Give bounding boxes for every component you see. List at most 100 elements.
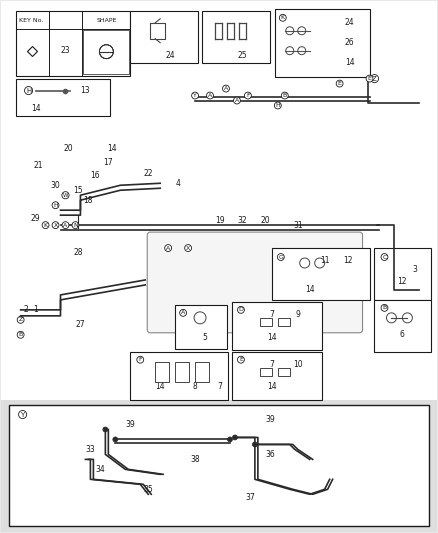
Text: 14: 14	[155, 382, 165, 391]
Text: H: H	[53, 203, 58, 208]
Text: 19: 19	[215, 216, 225, 224]
Bar	[278, 318, 290, 326]
Bar	[374, 300, 431, 352]
Circle shape	[252, 442, 258, 447]
Bar	[195, 362, 209, 382]
Text: 39: 39	[125, 420, 135, 429]
Text: C: C	[382, 255, 387, 260]
Text: 14: 14	[31, 104, 40, 113]
Text: KEY No.: KEY No.	[19, 18, 44, 23]
Text: Z: Z	[372, 76, 377, 82]
Text: 7: 7	[269, 360, 274, 369]
Bar	[374, 248, 431, 300]
Circle shape	[103, 427, 108, 432]
Text: 7: 7	[218, 382, 223, 391]
Text: 3: 3	[412, 265, 417, 274]
Text: 36: 36	[265, 450, 275, 459]
Text: X: X	[53, 223, 58, 228]
Bar	[175, 362, 189, 382]
Text: 16: 16	[91, 171, 100, 180]
Bar	[232, 352, 321, 400]
Text: 24: 24	[345, 18, 354, 27]
Text: K: K	[281, 15, 285, 20]
Text: B: B	[18, 332, 23, 337]
Circle shape	[233, 435, 237, 440]
Bar	[16, 11, 130, 76]
Bar	[260, 318, 272, 326]
Text: D: D	[239, 308, 244, 312]
Text: 22: 22	[144, 169, 153, 178]
Text: B: B	[283, 93, 287, 98]
Text: 37: 37	[245, 493, 255, 502]
Text: 2: 2	[23, 305, 28, 314]
Text: 34: 34	[95, 465, 105, 474]
Bar	[130, 11, 198, 63]
Text: B: B	[382, 305, 387, 310]
Text: A: A	[235, 98, 239, 103]
Text: 28: 28	[74, 247, 83, 256]
Bar	[130, 352, 228, 400]
Text: H: H	[276, 103, 280, 108]
Text: E: E	[338, 81, 342, 86]
Bar	[155, 362, 169, 382]
Text: A: A	[208, 93, 212, 98]
Text: 14: 14	[107, 144, 117, 153]
Bar	[278, 368, 290, 376]
Text: K: K	[43, 223, 48, 228]
Text: 32: 32	[237, 216, 247, 224]
Text: 12: 12	[343, 255, 352, 264]
Text: 25: 25	[237, 51, 247, 60]
Text: A: A	[64, 223, 67, 228]
Text: N: N	[73, 223, 78, 228]
Text: E: E	[239, 357, 243, 362]
Text: Y: Y	[21, 411, 25, 417]
Text: 14: 14	[345, 58, 354, 67]
Text: F: F	[246, 93, 250, 98]
Text: 24: 24	[165, 51, 175, 60]
Text: 21: 21	[34, 161, 43, 170]
Text: 11: 11	[320, 255, 329, 264]
Text: 30: 30	[51, 181, 60, 190]
Text: F: F	[138, 357, 142, 362]
Text: 38: 38	[190, 455, 200, 464]
Text: 35: 35	[143, 485, 153, 494]
Text: A: A	[181, 310, 185, 316]
Text: 5: 5	[203, 333, 208, 342]
Text: 12: 12	[398, 278, 407, 286]
Text: 6: 6	[400, 330, 405, 340]
Text: 4: 4	[176, 179, 180, 188]
Text: 8: 8	[193, 382, 198, 391]
Text: Y: Y	[193, 93, 197, 98]
Text: 13: 13	[81, 86, 90, 95]
Text: 14: 14	[267, 333, 277, 342]
Text: 20: 20	[64, 144, 73, 153]
Text: A: A	[166, 246, 170, 251]
Text: 27: 27	[76, 320, 85, 329]
Text: Z: Z	[18, 317, 23, 322]
Text: W: W	[63, 193, 68, 198]
Bar	[232, 302, 321, 350]
Text: 7: 7	[269, 310, 274, 319]
Text: 15: 15	[74, 185, 83, 195]
Bar	[9, 405, 429, 526]
Bar	[275, 9, 370, 77]
FancyBboxPatch shape	[147, 232, 363, 333]
Text: 20: 20	[260, 216, 270, 224]
Text: 33: 33	[85, 445, 95, 454]
Text: H: H	[26, 87, 31, 94]
Text: 1: 1	[33, 305, 38, 314]
Text: 26: 26	[345, 38, 354, 47]
Text: E: E	[367, 76, 371, 81]
Text: 18: 18	[84, 196, 93, 205]
Text: 31: 31	[293, 221, 303, 230]
Bar	[260, 368, 272, 376]
Bar	[1, 1, 437, 400]
Text: 10: 10	[293, 360, 303, 369]
Text: 29: 29	[31, 214, 40, 223]
Circle shape	[113, 437, 118, 442]
Text: G: G	[279, 255, 283, 260]
Text: 17: 17	[103, 158, 113, 167]
Bar	[83, 30, 129, 74]
Text: 14: 14	[305, 286, 314, 294]
Text: 23: 23	[61, 46, 71, 55]
